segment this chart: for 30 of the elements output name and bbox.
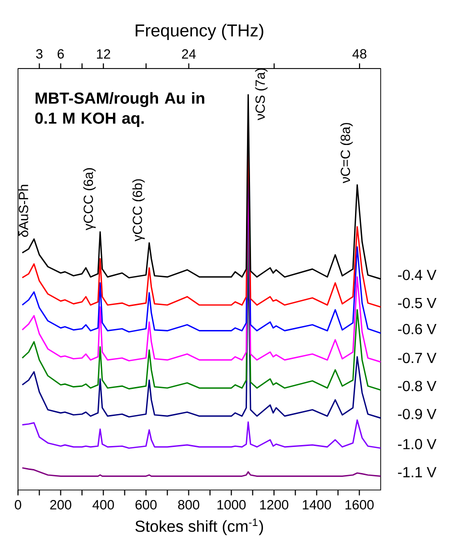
series-label: -0.4 V bbox=[398, 270, 436, 280]
x2-tick-label: 6 bbox=[58, 49, 64, 59]
series-label: -0.9 V bbox=[398, 408, 436, 420]
x-tick-label: 1000 bbox=[218, 500, 246, 510]
series-label: -0.5 V bbox=[398, 298, 436, 308]
x-tick-label: 1200 bbox=[260, 500, 288, 510]
x-tick-label: 0 bbox=[14, 500, 22, 510]
x-tick-label: 200 bbox=[50, 500, 72, 510]
x2-tick-label: 24 bbox=[182, 49, 196, 59]
series-label: -0.7 V bbox=[398, 352, 436, 364]
annotation: γCCC (6b) bbox=[132, 179, 145, 242]
series-label: -1.0 V bbox=[398, 438, 436, 450]
series-label: -1.1 V bbox=[398, 467, 436, 478]
x2-tick-label: 12 bbox=[96, 49, 110, 59]
x2-axis-title: Frequency (THz) bbox=[136, 24, 264, 40]
series-label: -0.6 V bbox=[398, 324, 436, 334]
x-tick-label: 400 bbox=[92, 500, 114, 510]
x-tick-label: 1600 bbox=[346, 500, 374, 510]
x2-tick-label: 48 bbox=[352, 49, 366, 59]
x-tick-label: 1400 bbox=[302, 500, 331, 510]
annotation: νCS (7a) bbox=[255, 68, 268, 120]
series-label: -0.8 V bbox=[398, 380, 436, 392]
x-tick-label: 800 bbox=[178, 500, 200, 510]
x-tick-label: 600 bbox=[136, 500, 157, 510]
annotation: γCCC (6a) bbox=[83, 168, 96, 230]
x-axis-title: Stokes shift (cm$^{-1}$) bbox=[135, 518, 263, 536]
annotation: δAuS-Ph bbox=[18, 184, 28, 237]
annotation: MBT-SAM/rough Au in 0.1 M KOH aq. bbox=[35, 92, 204, 128]
x2-tick-label: 3 bbox=[36, 49, 42, 59]
annotation: νC=C (8a) bbox=[340, 122, 353, 184]
